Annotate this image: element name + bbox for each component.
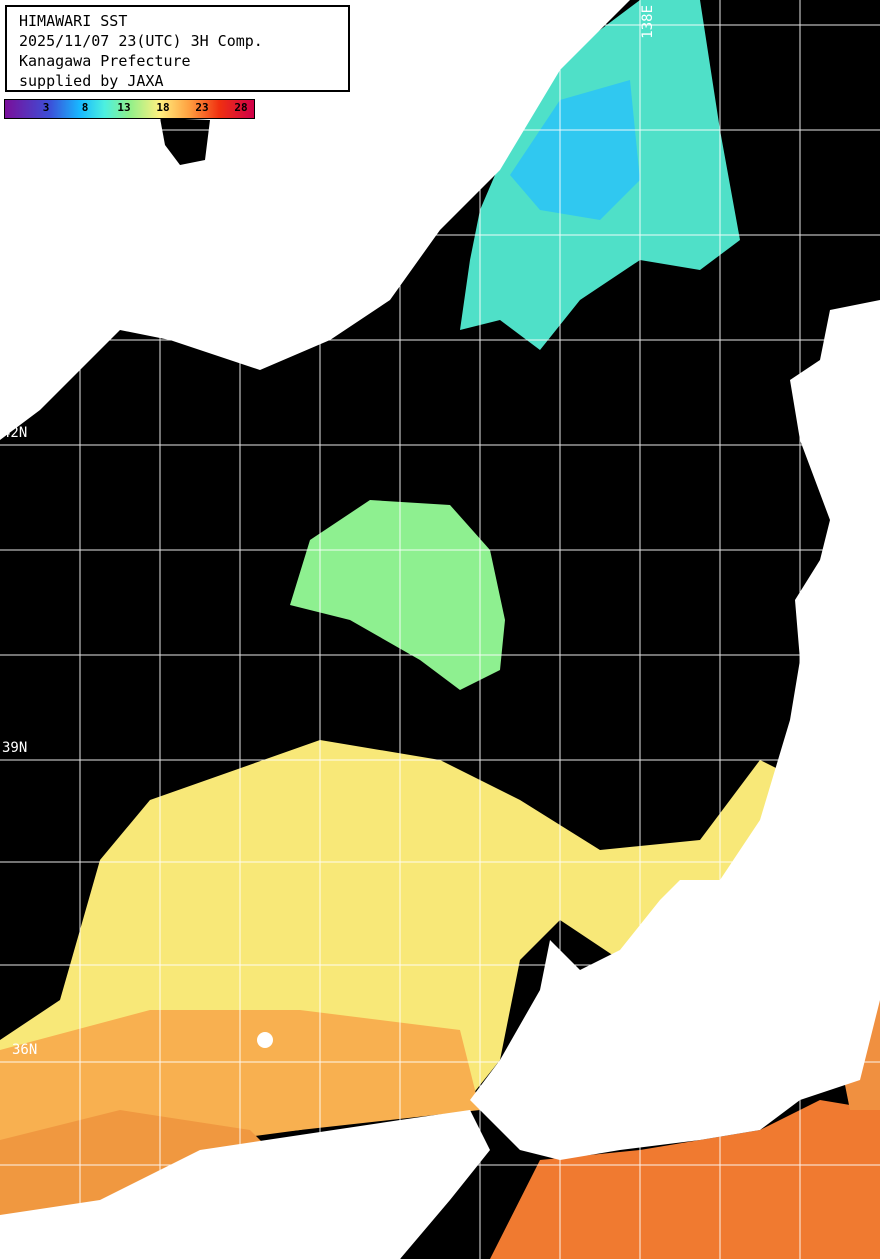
land-hokkaido — [470, 300, 880, 1160]
lat-label-39n: 39N — [2, 740, 28, 756]
land-peninsula-sw — [0, 1110, 490, 1259]
land-islet — [257, 1032, 273, 1048]
lon-label-138e: 138E — [640, 5, 656, 39]
title-line-source: supplied by JAXA — [19, 72, 164, 90]
sst-coldest — [510, 80, 640, 220]
title-line-provider: Kanagawa Prefecture — [19, 52, 191, 70]
colorbar-tick: 13 — [117, 101, 131, 114]
colorbar-tick: 18 — [156, 101, 170, 114]
colorbar-tick: 3 — [42, 101, 50, 114]
title-box: HIMAWARI SST 2025/11/07 23(UTC) 3H Comp.… — [5, 5, 350, 92]
title-line-product: HIMAWARI SST — [19, 12, 128, 30]
colorbar-tick: 23 — [195, 101, 209, 114]
lat-label-42n: 42N — [2, 425, 28, 441]
colorbar-tick: 8 — [81, 101, 89, 114]
lat-label-36n: 36N — [12, 1042, 38, 1058]
colorbar-tick: 28 — [234, 101, 248, 114]
sst-warm-se — [490, 1100, 880, 1259]
title-line-datetime: 2025/11/07 23(UTC) 3H Comp. — [19, 32, 263, 50]
color-scale-bar: 3 8 13 18 23 28 — [4, 99, 255, 119]
sst-mid-blob — [290, 500, 505, 690]
